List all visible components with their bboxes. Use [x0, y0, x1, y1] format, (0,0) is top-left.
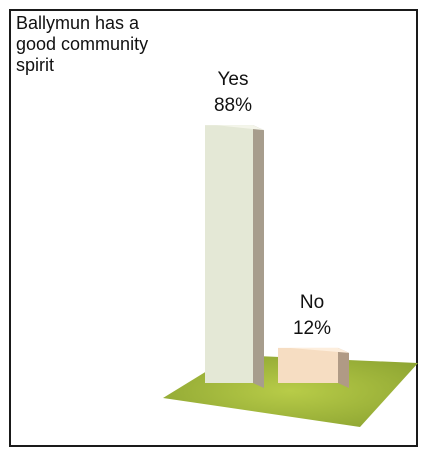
category-label: Yes: [218, 69, 249, 90]
bar-yes: [205, 125, 253, 383]
bar-no-top: [278, 347, 349, 353]
bar-no: [278, 347, 338, 383]
chart-title: Ballymun has a good community spirit: [16, 13, 149, 75]
category-label: No: [300, 292, 324, 313]
value-label: 12%: [293, 318, 331, 339]
bar-yes-side: [253, 125, 264, 388]
bar-no-side: [338, 347, 349, 388]
value-label: 88%: [214, 95, 252, 116]
bar-yes-top: [205, 125, 264, 131]
